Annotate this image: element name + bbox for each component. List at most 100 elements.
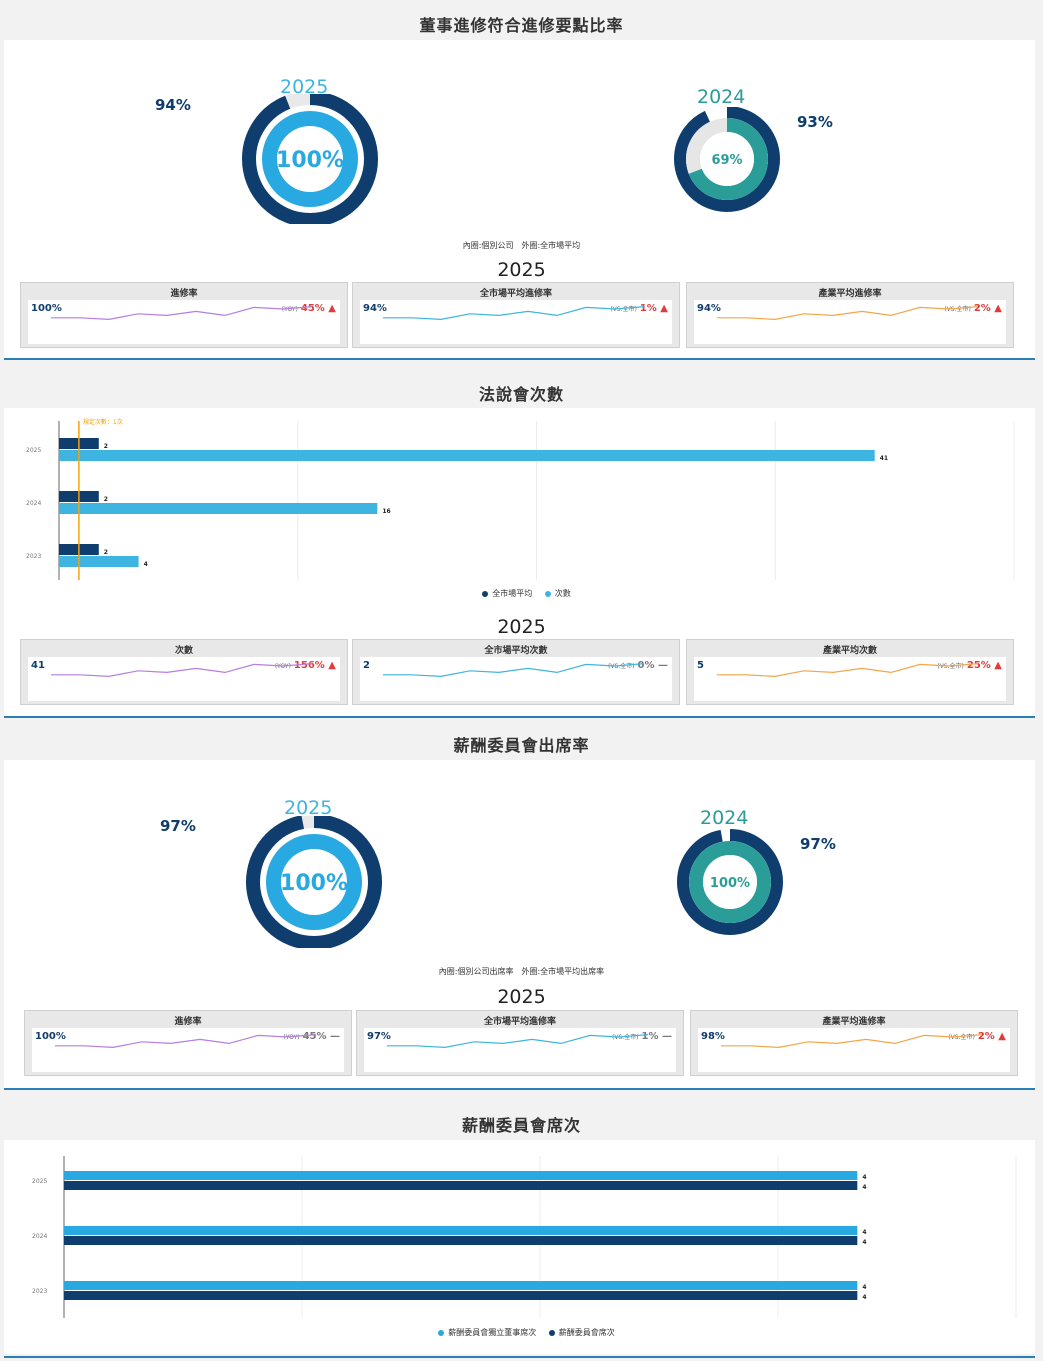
data-label: 16 (382, 508, 390, 515)
bar (64, 1181, 858, 1190)
donut-outer-pct: 97% (160, 817, 196, 835)
stat-card-body: 100% (YOY) 45% — (32, 1028, 344, 1072)
compare-label: (VS.全市) (608, 663, 635, 670)
sparkline (383, 306, 645, 321)
legend-marker (544, 590, 551, 597)
stat-card-compare: (YOY) 45% ▲ (282, 303, 336, 314)
donut-chart-2024: 100% (677, 829, 783, 935)
dash-icon: — (662, 1031, 672, 1042)
legend-marker (482, 590, 489, 597)
bar (64, 1281, 858, 1290)
stat-card-body: 94% (VS.全市) 2% ▲ (694, 300, 1006, 344)
legend-label: 次數 (554, 589, 571, 598)
section-title-training-rate: 董事進修符合進修要點比率 (419, 16, 624, 35)
donut-outer-pct: 94% (155, 96, 191, 114)
donut-year-label: 2024 (700, 807, 749, 829)
donut-inner-pct: 100% (276, 148, 344, 173)
arrow-up-icon: ▲ (660, 303, 668, 314)
stat-card-value: 98% (701, 1031, 725, 1042)
stat-card-title: 全市場平均進修率 (483, 1017, 556, 1027)
compare-label: (VS.全市) (944, 306, 971, 313)
compare-value: 25% (966, 660, 991, 671)
donut-outer-pct: 97% (800, 835, 836, 853)
stat-card: 全市場平均次數 2 (VS.全市) 0% — (352, 639, 680, 705)
bar (59, 450, 875, 461)
data-label: 4 (862, 1229, 866, 1236)
stat-card-title: 全市場平均進修率 (479, 289, 552, 299)
dash-icon: — (330, 1031, 340, 1042)
sparkline (721, 1034, 983, 1049)
stat-card: 進修率 100% (YOY) 45% ▲ (20, 282, 348, 348)
compare-value: 45% (300, 303, 325, 314)
donut-outer-pct: 93% (797, 113, 833, 131)
donut-inner-pct: 100% (280, 871, 348, 896)
compare-value: 2% (973, 303, 991, 314)
chart-legend: 全市場平均 次數 (0, 588, 1043, 599)
category-label: 2025 (26, 447, 41, 454)
stat-card-body: 94% (VS.全市) 1% ▲ (360, 300, 672, 344)
category-label: 2024 (26, 500, 41, 507)
stat-card-value: 2 (363, 660, 370, 671)
sparkline-path (387, 1034, 649, 1049)
stat-card: 進修率 100% (YOY) 45% — (24, 1010, 352, 1076)
category-label: 2023 (32, 1288, 47, 1295)
section-divider (4, 1088, 1035, 1090)
cards-year: 2025 (497, 986, 546, 1008)
data-label: 2 (104, 549, 108, 556)
sparkline-path (51, 306, 313, 321)
sparkline (55, 1034, 317, 1049)
bar-chart-committee-seats: 2025 4 4 2024 4 4 2023 4 4 (32, 1156, 1017, 1318)
stat-card-value: 100% (31, 303, 62, 314)
bar (64, 1236, 858, 1245)
arrow-up-icon: ▲ (998, 1031, 1006, 1042)
stat-card-compare: (VS.全市) 25% ▲ (937, 660, 1002, 671)
stat-card-title: 產業平均進修率 (822, 1017, 886, 1027)
donut-chart-2025: 100% (242, 94, 378, 224)
donut-year-label: 2025 (280, 76, 329, 98)
sparkline (717, 306, 979, 321)
sparkline-path (383, 306, 645, 321)
donut-year-label: 2025 (284, 797, 333, 819)
donut-chart-2024: 69% (674, 107, 780, 212)
sparkline (387, 1034, 649, 1049)
compare-label: (VS.全市) (610, 306, 637, 313)
stat-card: 全市場平均進修率 94% (VS.全市) 1% ▲ (352, 282, 680, 348)
compare-value: 45% (302, 1031, 327, 1042)
stat-card-compare: (VS.全市) 1% ▲ (610, 303, 668, 314)
data-label: 4 (862, 1174, 866, 1181)
stat-card-title: 全市場平均次數 (484, 646, 548, 656)
stat-card: 產業平均進修率 94% (VS.全市) 2% ▲ (686, 282, 1014, 348)
stat-card: 全市場平均進修率 97% (VS.全市) 1% — (356, 1010, 684, 1076)
donut-inner-pct: 100% (710, 876, 750, 891)
stat-card-title: 進修率 (170, 289, 198, 299)
sparkline-path (51, 663, 313, 678)
compare-value: 1% (639, 303, 657, 314)
bar (59, 503, 378, 514)
stat-card: 次數 41 (YOY) 156% ▲ (20, 639, 348, 705)
arrow-up-icon: ▲ (994, 303, 1002, 314)
legend-marker (438, 1329, 445, 1336)
sparkline (51, 306, 313, 321)
stat-card-body: 2 (VS.全市) 0% — (360, 657, 672, 701)
data-label: 4 (862, 1184, 866, 1191)
stat-card-value: 41 (31, 660, 45, 671)
data-label: 4 (862, 1284, 866, 1291)
compare-label: (YOY) (281, 306, 298, 313)
stat-card-compare: (YOY) 45% — (284, 1031, 341, 1042)
stat-card-title: 進修率 (174, 1017, 202, 1027)
compare-label: (YOY) (283, 1034, 300, 1041)
section-divider (4, 1356, 1035, 1358)
stat-card-compare: (VS.全市) 0% — (608, 660, 668, 671)
data-label: 2 (104, 496, 108, 503)
stat-card-value: 100% (35, 1031, 66, 1042)
stat-card-value: 5 (697, 660, 704, 671)
section-title-committee-seats: 薪酬委員會席次 (461, 1116, 581, 1135)
compare-value: 0% (637, 660, 655, 671)
stat-card-title: 次數 (174, 646, 193, 656)
bar (64, 1226, 858, 1235)
compare-label: (VS.全市) (937, 663, 964, 670)
stat-card-body: 98% (VS.全市) 2% ▲ (698, 1028, 1010, 1072)
legend-marker (548, 1329, 555, 1336)
cards-year: 2025 (497, 616, 546, 638)
bar-chart-investor-conf: 2025 2 41 2024 2 16 2023 2 4 規定次數：1次 (26, 418, 1015, 580)
